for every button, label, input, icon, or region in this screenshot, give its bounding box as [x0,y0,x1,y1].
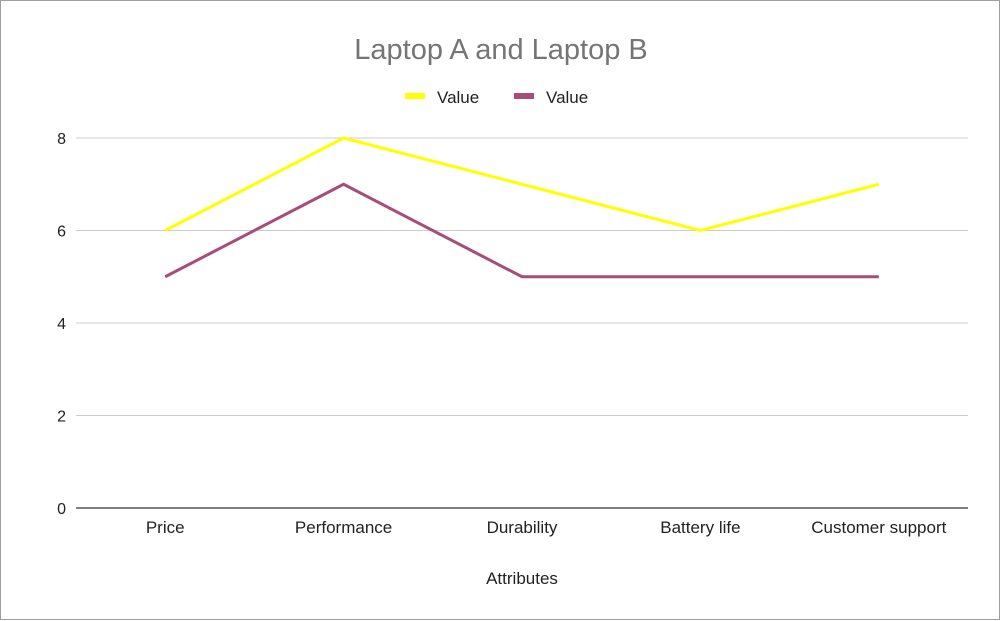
x-tick-label: Durability [487,518,558,537]
y-tick-label: 0 [57,501,66,518]
legend-label: Value [437,88,479,107]
legend-item: Value [405,88,479,107]
legend-label: Value [546,88,588,107]
chart-title: Laptop A and Laptop B [354,34,648,66]
y-tick-label: 8 [57,131,66,148]
legend-swatch [405,93,425,99]
legend: Value Value [405,88,588,107]
y-tick-label: 2 [57,409,66,426]
series-lines [165,138,879,277]
legend-item: Value [514,88,588,107]
gridlines [76,138,968,508]
x-tick-label: Performance [295,518,392,537]
legend-swatch [514,93,534,99]
x-axis-label: Attributes [486,569,558,588]
x-axis-ticks: Price Performance Durability Battery life Cu… [146,518,947,537]
y-tick-label: 6 [57,224,66,241]
x-tick-label: Price [146,518,185,537]
y-tick-label: 4 [57,316,66,333]
x-tick-label: Customer support [811,518,946,537]
x-tick-label: Battery life [660,518,740,537]
y-axis-ticks: 0 2 4 6 8 [57,131,66,518]
